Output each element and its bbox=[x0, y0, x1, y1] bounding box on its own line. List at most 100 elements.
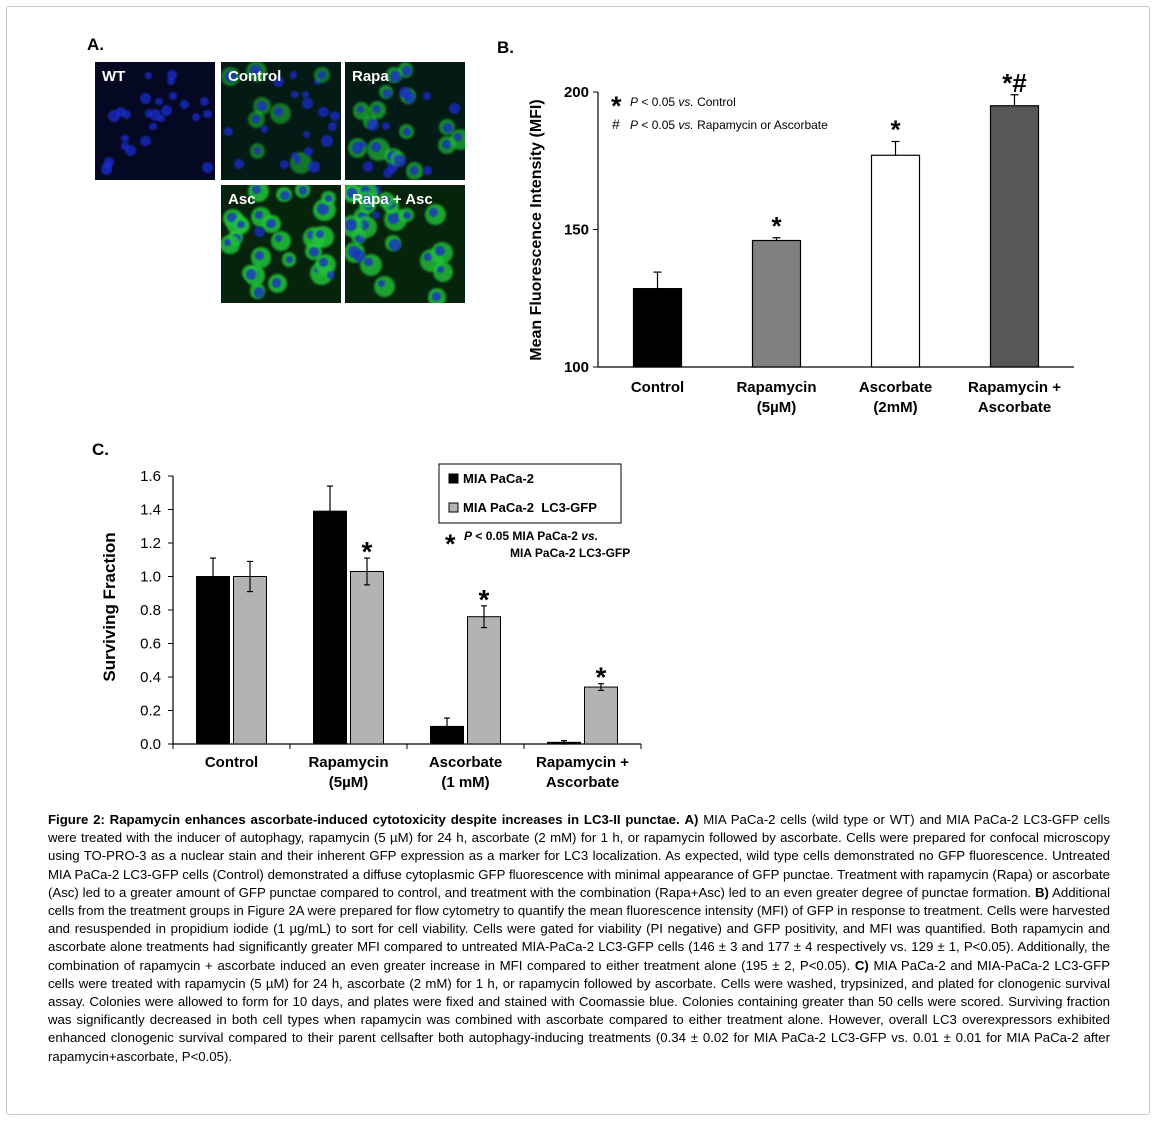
legend-entry: P < 0.05 vs. Rapamycin or Ascorbate bbox=[630, 118, 828, 132]
nucleus bbox=[372, 105, 380, 113]
nucleus bbox=[431, 292, 441, 302]
y-tick-label: 0.4 bbox=[140, 669, 161, 686]
micrograph-label: Control bbox=[228, 68, 282, 85]
micrograph-control: Control bbox=[221, 62, 341, 180]
note-text: P < 0.05 MIA PaCa-2 vs. bbox=[464, 529, 598, 543]
note-text-line2: MIA PaCa-2 LC3-GFP bbox=[510, 546, 630, 560]
nucleus bbox=[318, 257, 329, 267]
nucleus bbox=[252, 185, 261, 194]
significance-note: * P < 0.05 MIA PaCa-2 vs. MIA PaCa-2 LC3… bbox=[445, 529, 630, 560]
panel-b-letter: B. bbox=[497, 38, 514, 57]
nucleus bbox=[254, 211, 264, 220]
nucleus bbox=[192, 112, 201, 121]
legend-entry-mia-paca: MIA PaCa-2 bbox=[463, 471, 534, 486]
nucleus bbox=[166, 76, 175, 85]
nucleus bbox=[200, 97, 210, 107]
nucleus bbox=[382, 196, 390, 204]
nucleus bbox=[290, 151, 299, 159]
nucleus bbox=[266, 218, 276, 229]
nucleus bbox=[386, 161, 399, 174]
nucleus bbox=[253, 147, 261, 155]
note-symbol: * bbox=[445, 529, 456, 559]
panel-c-letter: C. bbox=[92, 440, 109, 459]
legend-box bbox=[438, 463, 622, 524]
nucleus bbox=[291, 90, 299, 99]
nucleus bbox=[422, 91, 431, 100]
nucleus bbox=[144, 71, 152, 79]
x-tick-label: Rapamycin bbox=[308, 754, 388, 771]
bar bbox=[350, 570, 384, 745]
nucleus bbox=[351, 142, 364, 154]
nucleus bbox=[359, 220, 370, 231]
x-tick-label: Rapamycin + bbox=[536, 754, 629, 771]
nucleus bbox=[227, 212, 237, 223]
figure-caption: Figure 2: Rapamycin enhances ascorbate-i… bbox=[48, 811, 1110, 1066]
nucleus bbox=[362, 195, 373, 205]
y-tick-label: 1.0 bbox=[140, 569, 161, 586]
nucleus bbox=[156, 114, 165, 123]
micrograph-wt: WT bbox=[95, 62, 215, 180]
caption-b-text: Additional cells from the treatment grou… bbox=[48, 884, 1111, 973]
y-axis-label: Mean Fluorescence Intensity (MFI) bbox=[528, 99, 545, 360]
nucleus bbox=[108, 109, 121, 122]
nucleus bbox=[225, 70, 237, 82]
caption-c-label: C) bbox=[854, 957, 869, 973]
nucleus bbox=[353, 250, 366, 262]
nucleus bbox=[367, 118, 379, 131]
micrograph-label: Rapa bbox=[352, 68, 389, 85]
nucleus bbox=[308, 246, 319, 257]
nucleus bbox=[403, 211, 412, 220]
nucleus bbox=[436, 265, 445, 273]
nucleus bbox=[401, 65, 412, 77]
nucleus bbox=[324, 194, 333, 203]
nucleus bbox=[372, 210, 381, 220]
x-tick-label-line2: Ascorbate bbox=[546, 774, 619, 791]
significance-legend: * P < 0.05 vs. Control # P < 0.05 vs. Ra… bbox=[611, 91, 828, 132]
nucleus bbox=[402, 127, 411, 136]
nucleus bbox=[120, 134, 129, 143]
nucleus bbox=[318, 106, 329, 118]
nucleus bbox=[121, 109, 132, 120]
nucleus bbox=[389, 239, 401, 251]
nucleus bbox=[424, 253, 432, 261]
nucleus bbox=[383, 167, 394, 178]
caption-a-text: MIA PaCa-2 cells (wild type or WT) and M… bbox=[48, 812, 1110, 900]
nucleus bbox=[201, 162, 213, 174]
x-tick-label: Rapamycin bbox=[736, 379, 816, 396]
y-tick-label: 1.2 bbox=[140, 535, 161, 552]
nucleus bbox=[285, 256, 293, 264]
micrograph-rapa-asc: Rapa + Asc bbox=[345, 185, 465, 303]
nucleus bbox=[346, 187, 357, 198]
bar bbox=[632, 288, 683, 368]
nucleus bbox=[234, 159, 244, 169]
nucleus bbox=[303, 131, 311, 139]
x-tick-label: Control bbox=[631, 379, 684, 396]
micrograph-label: Rapa + Asc bbox=[352, 191, 433, 208]
bar bbox=[196, 576, 230, 745]
micrograph-label: WT bbox=[102, 68, 126, 85]
bar bbox=[467, 616, 501, 745]
nucleus bbox=[280, 190, 290, 201]
nucleus bbox=[358, 140, 367, 148]
nucleus bbox=[453, 133, 462, 141]
nucleus bbox=[245, 269, 257, 280]
nucleus bbox=[140, 135, 151, 146]
nucleus bbox=[124, 144, 137, 157]
micrograph-grid: WT Control Rapa Asc Rapa + Asc bbox=[95, 62, 467, 307]
nucleus bbox=[161, 105, 173, 117]
nucleus bbox=[422, 165, 432, 175]
legend-symbol: * bbox=[611, 91, 622, 121]
y-tick-label: 0.8 bbox=[140, 602, 161, 619]
nucleus bbox=[140, 92, 152, 104]
nucleus bbox=[254, 226, 265, 238]
x-tick-label: Rapamycin + bbox=[968, 379, 1061, 396]
y-tick-label: 200 bbox=[564, 84, 589, 101]
x-tick-label: Control bbox=[205, 754, 258, 771]
nucleus bbox=[381, 122, 390, 130]
nucleus bbox=[115, 107, 126, 118]
micrograph-asc: Asc bbox=[221, 185, 341, 303]
legend-entry: P < 0.05 vs. Control bbox=[630, 95, 736, 109]
nucleus bbox=[434, 245, 446, 257]
panel-a-letter: A. bbox=[87, 35, 104, 54]
